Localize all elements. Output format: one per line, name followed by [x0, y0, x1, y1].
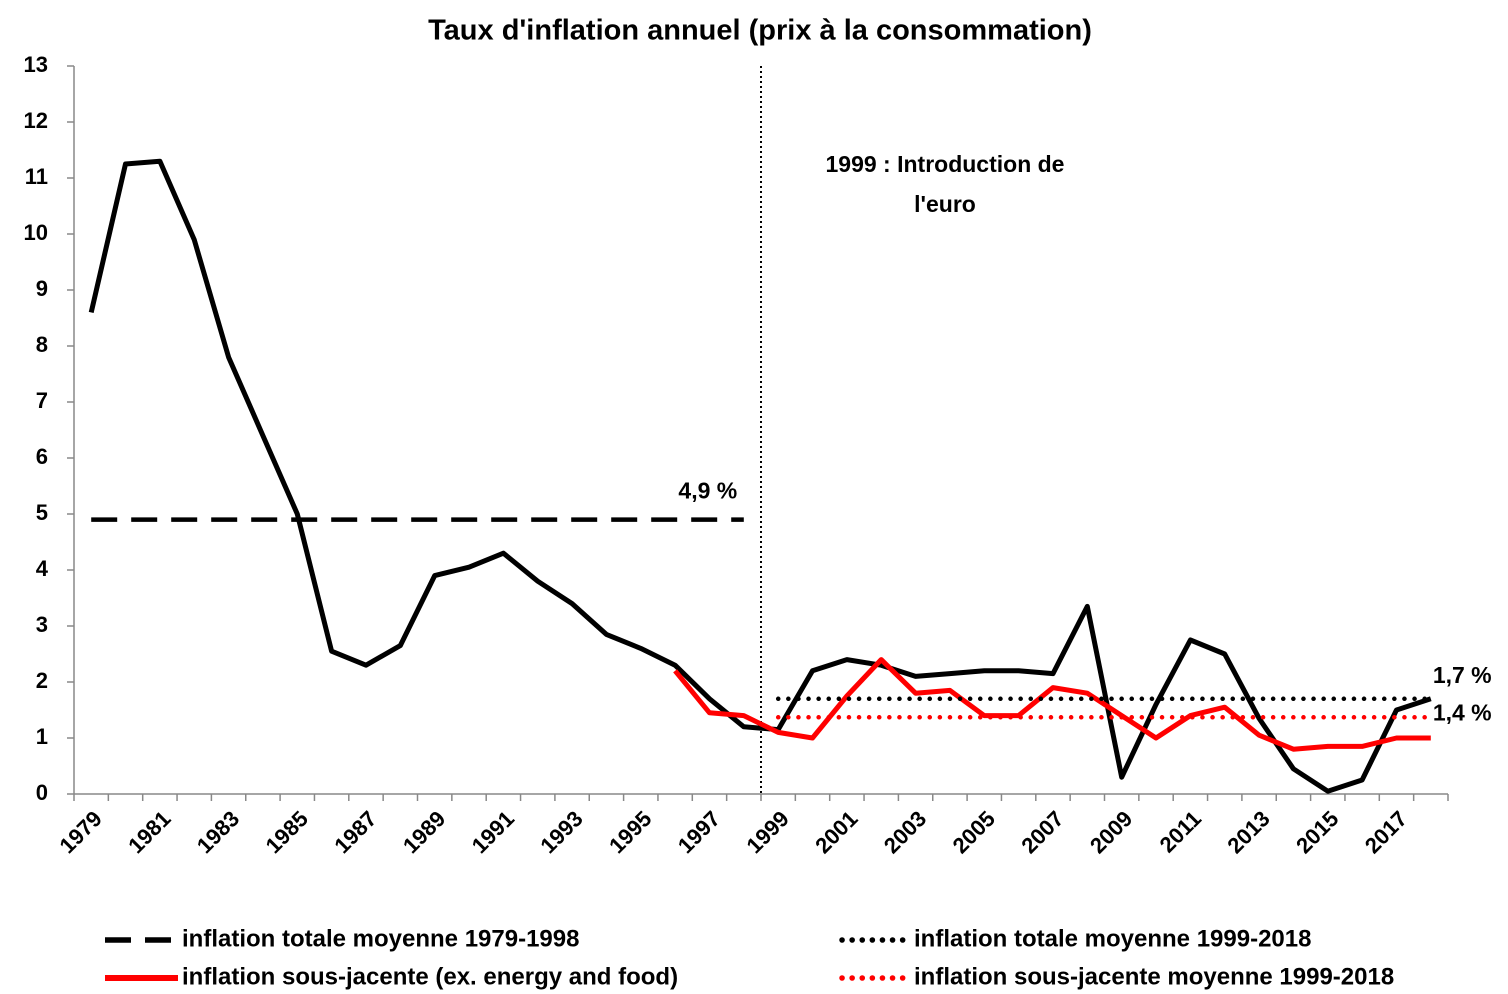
value-label: 1,7 % [1433, 662, 1492, 688]
value-label: 1,4 % [1433, 699, 1492, 725]
x-tick-label: 1995 [604, 806, 656, 858]
x-tick-label: 1983 [192, 806, 244, 858]
series-line [673, 657, 1431, 752]
series-line [88, 158, 1432, 794]
y-tick-label: 8 [36, 332, 48, 357]
x-tick-label: 1979 [55, 806, 107, 858]
legend-label: inflation totale moyenne 1979-1998 [182, 925, 579, 952]
legend-label: inflation totale moyenne 1999-2018 [914, 925, 1311, 952]
x-tick-label: 2017 [1360, 806, 1412, 858]
x-tick-label: 2005 [948, 806, 1000, 858]
x-tick-label: 2013 [1222, 806, 1274, 858]
x-tick-label: 2011 [1155, 806, 1206, 857]
x-tick-label: 1989 [398, 806, 450, 858]
y-tick-label: 4 [36, 556, 49, 581]
y-tick-label: 1 [36, 724, 48, 749]
x-tick-label: 1993 [535, 806, 587, 858]
x-tick-label: 1987 [329, 806, 381, 858]
x-tick-label: 2007 [1016, 806, 1068, 858]
y-tick-label: 2 [36, 668, 48, 693]
y-tick-label: 11 [25, 164, 48, 189]
y-tick-label: 3 [36, 612, 48, 637]
legend-label: inflation sous-jacente (ex. energy and f… [182, 963, 678, 990]
x-tick-label: 2001 [810, 806, 862, 858]
chart-title: Taux d'inflation annuel (prix à la conso… [428, 15, 1092, 47]
x-tick-label: 1997 [673, 806, 725, 858]
y-tick-label: 12 [24, 108, 48, 133]
y-tick-label: 13 [24, 52, 48, 77]
y-tick-label: 6 [36, 444, 48, 469]
y-tick-label: 10 [24, 220, 48, 245]
x-tick-label: 1991 [467, 806, 519, 858]
x-tick-label: 2009 [1085, 806, 1137, 858]
value-label: 4,9 % [678, 478, 737, 504]
y-tick-label: 0 [36, 780, 48, 805]
y-tick-label: 9 [36, 276, 48, 301]
x-tick-label: 1981 [123, 806, 175, 858]
x-tick-label: 1985 [261, 806, 313, 858]
x-tick-label: 2003 [879, 806, 931, 858]
annotation: 1999 : Introduction de [826, 151, 1065, 177]
y-tick-label: 5 [36, 500, 48, 525]
x-tick-label: 2015 [1291, 806, 1343, 858]
x-tick-label: 1999 [742, 806, 794, 858]
annotation: l'euro [914, 191, 976, 217]
legend-label: inflation sous-jacente moyenne 1999-2018 [914, 963, 1394, 990]
y-tick-label: 7 [36, 388, 48, 413]
